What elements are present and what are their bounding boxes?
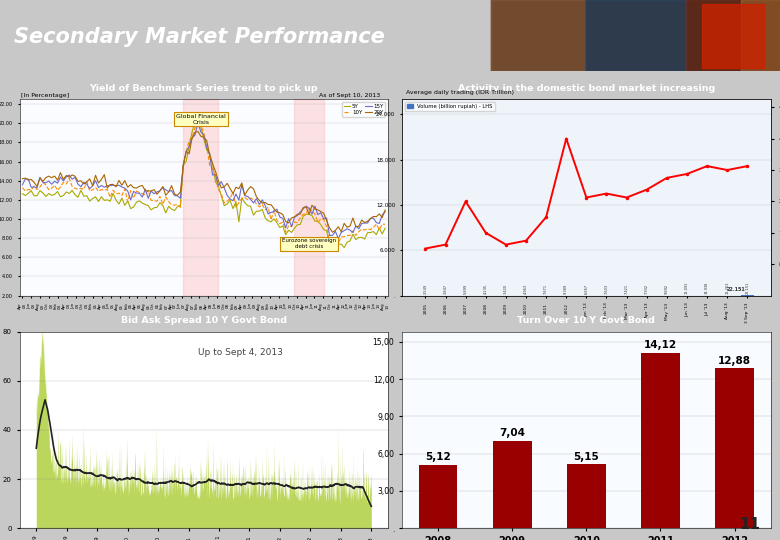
15Y xyxy=(324,232,334,239)
Text: 6.657: 6.657 xyxy=(584,284,588,294)
10Y xyxy=(18,185,27,191)
Text: 4.235: 4.235 xyxy=(484,284,488,294)
Text: 11: 11 xyxy=(739,517,760,532)
Text: 14,12: 14,12 xyxy=(644,340,677,350)
10Y xyxy=(197,122,206,129)
5Y xyxy=(324,244,334,250)
Text: 5,15: 5,15 xyxy=(573,452,599,462)
Text: Average daily trading (IDR Trillion): Average daily trading (IDR Trillion) xyxy=(406,90,514,96)
Text: 9.892: 9.892 xyxy=(665,284,669,294)
15Y xyxy=(112,183,121,189)
15Y xyxy=(363,220,372,226)
Bar xyxy=(183,99,218,296)
Line: 15Y: 15Y xyxy=(23,123,385,239)
10Y xyxy=(337,234,346,240)
Bar xyxy=(493,441,531,528)
Bar xyxy=(491,0,780,71)
Text: 4.963: 4.963 xyxy=(524,284,528,294)
5Y xyxy=(190,118,200,125)
20Y xyxy=(324,225,334,231)
10Y xyxy=(102,186,112,193)
Bar xyxy=(419,464,457,528)
Text: 3.847: 3.847 xyxy=(444,284,448,294)
Text: Activity in the domestic bond market increasing: Activity in the domestic bond market inc… xyxy=(458,84,715,92)
Text: 5.899: 5.899 xyxy=(463,284,468,294)
10Y xyxy=(381,221,390,227)
Text: 11.091: 11.091 xyxy=(685,282,689,294)
Text: 3.420: 3.420 xyxy=(504,284,508,294)
20Y xyxy=(337,228,346,235)
Text: 7.671: 7.671 xyxy=(544,284,548,294)
Bar xyxy=(686,0,741,71)
Text: 22.151: 22.151 xyxy=(727,287,746,292)
Bar xyxy=(741,0,780,71)
5Y xyxy=(381,225,390,232)
Line: 20Y: 20Y xyxy=(23,131,385,232)
20Y xyxy=(112,184,121,190)
10Y xyxy=(328,244,337,251)
Text: 7,04: 7,04 xyxy=(499,428,525,438)
Bar xyxy=(491,0,585,71)
20Y xyxy=(328,229,337,235)
Text: 11.263: 11.263 xyxy=(725,282,729,294)
Bar xyxy=(641,353,679,528)
5Y xyxy=(246,203,255,210)
20Y xyxy=(381,207,390,213)
Text: Global Financial
Crisis: Global Financial Crisis xyxy=(176,114,225,125)
Text: 5,12: 5,12 xyxy=(425,453,451,462)
Text: 2.549: 2.549 xyxy=(424,284,427,294)
5Y xyxy=(334,241,343,247)
20Y xyxy=(193,128,203,134)
15Y xyxy=(18,181,27,188)
Text: 7.603: 7.603 xyxy=(604,284,608,294)
15Y xyxy=(334,235,343,242)
Text: [In Percentage]: [In Percentage] xyxy=(21,93,69,98)
10Y xyxy=(324,238,334,245)
20Y xyxy=(246,184,255,190)
Text: Secondary Market Performance: Secondary Market Performance xyxy=(14,27,385,47)
Line: 5Y: 5Y xyxy=(23,122,385,247)
Legend: Volume (billion rupiah) - LHS: Volume (billion rupiah) - LHS xyxy=(405,102,495,111)
Text: Up to Sept 4, 2013: Up to Sept 4, 2013 xyxy=(198,348,283,357)
Text: 7.932: 7.932 xyxy=(645,284,649,294)
5Y xyxy=(363,230,372,236)
Bar xyxy=(585,0,686,71)
10Y xyxy=(363,226,372,232)
Text: Yield of Benchmark Series trend to pick up: Yield of Benchmark Series trend to pick … xyxy=(90,84,318,92)
Text: 22.151: 22.151 xyxy=(746,282,750,294)
15Y xyxy=(193,119,203,126)
Text: 7.421: 7.421 xyxy=(625,284,629,294)
Bar xyxy=(702,4,764,68)
Text: Eurozone sovereign
debt crisis: Eurozone sovereign debt crisis xyxy=(282,238,336,249)
Line: 10Y: 10Y xyxy=(23,125,385,247)
Bar xyxy=(567,464,605,528)
15Y xyxy=(381,208,390,215)
5Y xyxy=(339,244,349,251)
5Y xyxy=(18,191,27,197)
20Y xyxy=(18,176,27,182)
Text: 14.938: 14.938 xyxy=(705,282,709,294)
Legend: 5Y, 10Y, 15Y, 20Y: 5Y, 10Y, 15Y, 20Y xyxy=(342,102,385,117)
Bar xyxy=(715,368,754,528)
20Y xyxy=(363,218,372,225)
Text: 12,88: 12,88 xyxy=(718,356,751,366)
10Y xyxy=(246,195,255,201)
5Y xyxy=(112,197,121,204)
Text: Turn Over 10 Y Govt Bond: Turn Over 10 Y Govt Bond xyxy=(517,316,655,325)
Text: 9.389: 9.389 xyxy=(564,284,569,294)
Bar xyxy=(295,99,324,296)
Text: Bid Ask Spread 10 Y Govt Bond: Bid Ask Spread 10 Y Govt Bond xyxy=(121,316,287,325)
15Y xyxy=(246,196,255,202)
10Y xyxy=(112,191,121,197)
15Y xyxy=(337,229,346,235)
15Y xyxy=(102,183,112,189)
5Y xyxy=(102,197,112,203)
20Y xyxy=(102,185,112,191)
Text: As of Sept 10, 2013: As of Sept 10, 2013 xyxy=(320,93,381,98)
